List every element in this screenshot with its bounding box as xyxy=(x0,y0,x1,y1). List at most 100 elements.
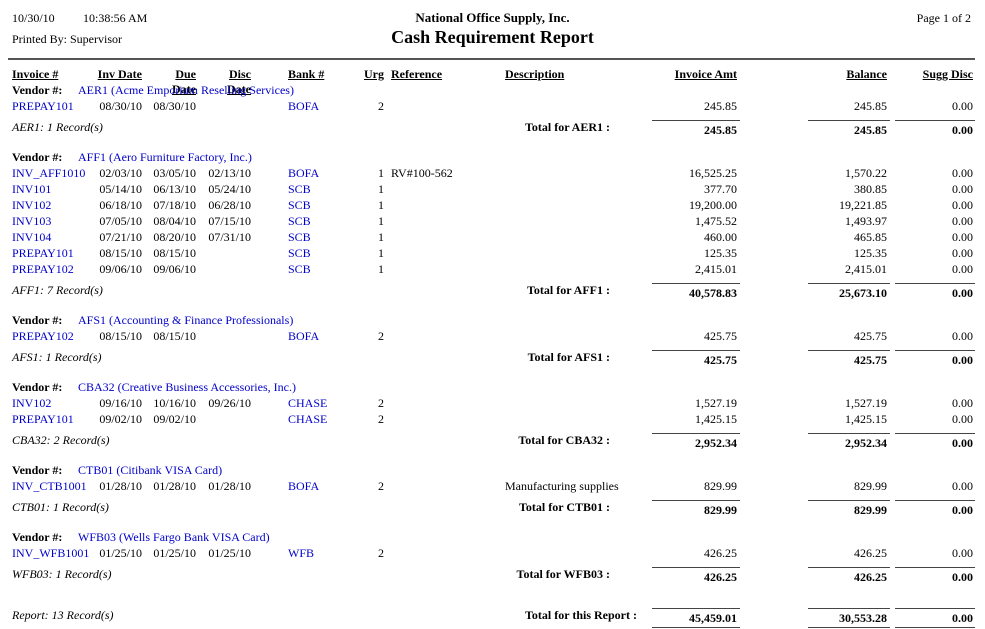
col-header-inv-date: Inv Date xyxy=(97,67,142,81)
invoice-link[interactable]: INV_AFF1010 xyxy=(12,166,86,180)
sugg-disc-cell: 0.00 xyxy=(952,182,973,196)
total-balance-cell: 426.25 xyxy=(740,567,890,584)
bank-link[interactable]: SCB xyxy=(288,214,311,228)
description-cell xyxy=(503,230,645,246)
header-rule xyxy=(8,58,975,60)
section-record-count: WFB03: 1 Record(s) xyxy=(12,567,112,581)
invoice-link[interactable]: INV103 xyxy=(12,214,52,228)
section-total-row: CBA32: 2 Record(s) Total for CBA32 : 2,952… xyxy=(0,433,985,450)
total-balance: 426.25 xyxy=(808,567,890,584)
col-header-invoice-no: Invoice # xyxy=(12,67,59,81)
invoice-link[interactable]: PREPAY102 xyxy=(12,262,74,276)
urg-cell: 2 xyxy=(378,412,384,426)
bank-link[interactable]: SCB xyxy=(288,182,311,196)
sugg-disc-cell: 0.00 xyxy=(952,396,973,410)
invoice-row: INV102 09/16/10 10/16/10 09/26/10 CHASE 2 1,52… xyxy=(0,396,985,412)
disc-date-cell xyxy=(205,262,258,278)
total-balance: 2,952.34 xyxy=(808,433,890,450)
total-balance: 30,553.28 xyxy=(808,608,890,629)
reference-cell xyxy=(386,396,503,412)
inv-date-cell: 09/16/10 xyxy=(99,396,142,410)
due-date-cell: 01/25/10 xyxy=(153,546,196,560)
col-header-disc-date: Disc Date xyxy=(227,67,251,96)
vendor-row: Vendor #: AFF1 (Aero Furniture Factory, I… xyxy=(0,150,985,166)
vendor-section: Vendor #: AER1 (Acme Emporium Reselling S… xyxy=(0,83,985,137)
urg-cell: 1 xyxy=(378,262,384,276)
inv-date-cell: 08/15/10 xyxy=(99,329,142,343)
total-invoice-amt: 245.85 xyxy=(652,120,740,137)
total-invoice-amt-cell: 40,578.83 xyxy=(645,283,740,300)
total-sugg-disc: 0.00 xyxy=(895,283,975,300)
page-indicator: Page 1 of 2 xyxy=(916,11,971,25)
total-invoice-amt-cell: 829.99 xyxy=(645,500,740,517)
invoice-link[interactable]: INV_CTB1001 xyxy=(12,479,87,493)
invoice-amt-cell: 377.70 xyxy=(704,182,737,196)
description-cell xyxy=(503,182,645,198)
invoice-link[interactable]: INV102 xyxy=(12,198,52,212)
section-record-count: AFS1: 1 Record(s) xyxy=(12,350,102,364)
total-sugg-disc: 0.00 xyxy=(895,350,975,367)
balance-cell: 1,493.97 xyxy=(845,214,887,228)
vendor-row: Vendor #: WFB03 (Wells Fargo Bank VISA Ca… xyxy=(0,530,985,546)
balance-cell: 465.85 xyxy=(854,230,887,244)
urg-cell: 2 xyxy=(378,99,384,113)
total-sugg-disc-cell: 0.00 xyxy=(890,567,975,584)
balance-cell: 426.25 xyxy=(854,546,887,560)
balance-cell: 2,415.01 xyxy=(845,262,887,276)
invoice-link[interactable]: PREPAY101 xyxy=(12,412,74,426)
bank-link[interactable]: SCB xyxy=(288,198,311,212)
total-invoice-amt-cell: 2,952.34 xyxy=(645,433,740,450)
sugg-disc-cell: 0.00 xyxy=(952,230,973,244)
invoice-link[interactable]: PREPAY101 xyxy=(12,246,74,260)
invoice-amt-cell: 1,425.15 xyxy=(695,412,737,426)
total-balance-cell: 30,553.28 xyxy=(740,608,890,629)
due-date-cell: 08/20/10 xyxy=(153,230,196,244)
bank-link[interactable]: BOFA xyxy=(288,99,320,113)
vendor-link[interactable]: AFF1 (Aero Furniture Factory, Inc.) xyxy=(78,150,252,164)
bank-link[interactable]: BOFA xyxy=(288,166,320,180)
vendor-link[interactable]: AFS1 (Accounting & Finance Professionals… xyxy=(78,313,294,327)
disc-date-cell: 06/28/10 xyxy=(208,198,251,212)
invoice-row: PREPAY102 09/06/10 09/06/10 SCB 1 2,415.01 2,4… xyxy=(0,262,985,278)
inv-date-cell: 06/18/10 xyxy=(99,198,142,212)
vendor-link[interactable]: WFB03 (Wells Fargo Bank VISA Card) xyxy=(78,530,270,544)
description-cell xyxy=(503,246,645,262)
bank-link[interactable]: CHASE xyxy=(288,396,328,410)
sugg-disc-cell: 0.00 xyxy=(952,479,973,493)
vendor-link[interactable]: AER1 (Acme Emporium Reselling Services) xyxy=(78,83,294,97)
description-cell xyxy=(503,198,645,214)
bank-link[interactable]: BOFA xyxy=(288,479,320,493)
bank-link[interactable]: CHASE xyxy=(288,412,328,426)
disc-date-cell: 09/26/10 xyxy=(208,396,251,410)
vendor-link[interactable]: CBA32 (Creative Business Accessories, In… xyxy=(78,380,296,394)
invoice-link[interactable]: PREPAY102 xyxy=(12,329,74,343)
invoice-link[interactable]: INV101 xyxy=(12,182,52,196)
bank-link[interactable]: WFB xyxy=(288,546,315,560)
description-cell xyxy=(503,166,645,182)
section-total-label: Total for AFF1 : xyxy=(527,283,610,297)
reference-cell xyxy=(386,99,503,115)
vendor-number-label: Vendor #: xyxy=(12,530,63,544)
vendor-link[interactable]: CTB01 (Citibank VISA Card) xyxy=(78,463,223,477)
invoice-link[interactable]: INV102 xyxy=(12,396,52,410)
invoice-row: PREPAY101 08/15/10 08/15/10 SCB 1 125.35 125.3… xyxy=(0,246,985,262)
disc-date-cell xyxy=(205,246,258,262)
description-cell xyxy=(503,262,645,278)
total-sugg-disc: 0.00 xyxy=(895,433,975,450)
invoice-link[interactable]: PREPAY101 xyxy=(12,99,74,113)
invoice-amt-cell: 2,415.01 xyxy=(695,262,737,276)
reference-cell xyxy=(386,182,503,198)
bank-link[interactable]: SCB xyxy=(288,230,311,244)
balance-cell: 380.85 xyxy=(854,182,887,196)
vendor-row: Vendor #: AFS1 (Accounting & Finance Prof… xyxy=(0,313,985,329)
invoice-link[interactable]: INV_WFB1001 xyxy=(12,546,90,560)
col-header-reference: Reference xyxy=(391,67,443,81)
bank-link[interactable]: BOFA xyxy=(288,329,320,343)
invoice-amt-cell: 125.35 xyxy=(704,246,737,260)
bank-link[interactable]: SCB xyxy=(288,262,311,276)
bank-link[interactable]: SCB xyxy=(288,246,311,260)
inv-date-cell: 08/30/10 xyxy=(99,99,142,113)
invoice-link[interactable]: INV104 xyxy=(12,230,52,244)
total-invoice-amt-cell: 425.75 xyxy=(645,350,740,367)
